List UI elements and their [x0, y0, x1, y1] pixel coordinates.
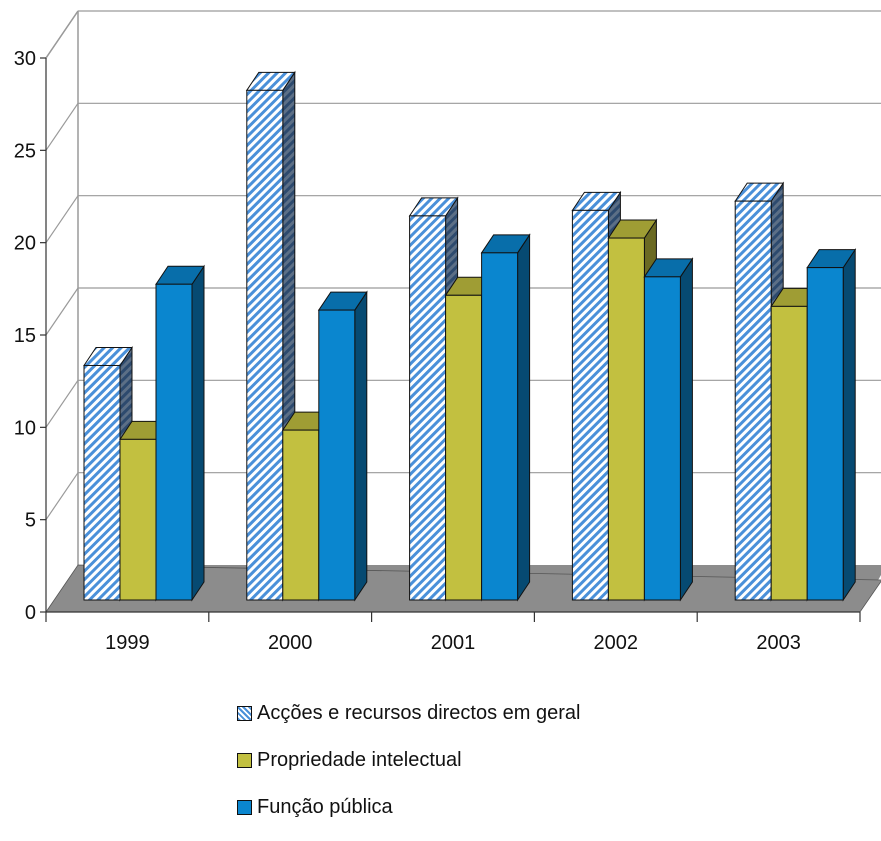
y-tick-label: 25 [14, 140, 36, 162]
bar-front-face [643, 276, 681, 601]
bar-front-face [155, 283, 193, 601]
bar-front-face [734, 200, 772, 601]
y-tick-label: 10 [14, 417, 36, 439]
legend-swatch-blue [237, 799, 252, 815]
bar-front-face [806, 267, 844, 601]
bar-chart: 0 5 10 15 20 25 30 1999 2000 2001 2002 2003 [14, 10, 881, 654]
x-tick-label: 2001 [431, 632, 476, 654]
y-tick-label: 0 [25, 602, 36, 624]
legend-label: Propriedade intelectual [257, 748, 462, 771]
gridline-side [45, 379, 79, 428]
legend-item-2: Função pública [237, 794, 580, 820]
bar [480, 233, 531, 602]
bar-front-face [83, 364, 121, 601]
legend-swatch-hatched [237, 705, 252, 721]
bar-front-face [445, 294, 483, 601]
bar-side-face [679, 257, 693, 602]
x-tick-label: 1999 [105, 632, 150, 654]
y-tick-label: 15 [14, 325, 36, 347]
x-tick-label: 2000 [268, 632, 313, 654]
legend-label: Função pública [257, 795, 393, 818]
bar-side-face [354, 290, 368, 602]
bar-front-face [409, 215, 447, 601]
y-tick-label: 30 [14, 48, 36, 70]
gridline-side [45, 287, 79, 336]
legend: Acções e recursos directos em geral Prop… [237, 700, 580, 841]
bar [155, 264, 205, 602]
legend-label: Acções e recursos directos em geral [257, 701, 581, 724]
bar-front-face [318, 309, 356, 601]
x-tick-label: 2002 [594, 632, 639, 654]
bar-front-face [770, 305, 808, 601]
bar-front-face [119, 438, 157, 601]
legend-item-1: Propriedade intelectual [237, 747, 580, 773]
y-tick-label: 5 [25, 510, 36, 532]
bar-side-face [191, 264, 205, 602]
legend-swatch-olive [237, 752, 252, 768]
bar-front-face [246, 89, 284, 601]
bar-front-face [481, 252, 519, 601]
x-axis: 1999 2000 2001 2002 2003 [45, 611, 861, 654]
bar-front-face [571, 209, 609, 601]
gridline-side [45, 472, 79, 521]
bar-side-face [517, 233, 531, 602]
bar-side-face [842, 247, 856, 602]
legend-item-0: Acções e recursos directos em geral [237, 700, 580, 726]
bar [806, 247, 857, 602]
x-tick-label: 2003 [756, 632, 801, 654]
top-wall-edge [45, 10, 79, 59]
bar-front-face [607, 237, 645, 601]
y-axis: 0 5 10 15 20 25 30 [14, 48, 47, 624]
bar [317, 290, 368, 602]
gridline-side [45, 102, 79, 151]
bars [83, 70, 857, 602]
bar [643, 257, 694, 602]
bar-front-face [282, 429, 320, 601]
y-tick-label: 20 [14, 233, 36, 255]
gridline-side [45, 195, 79, 244]
